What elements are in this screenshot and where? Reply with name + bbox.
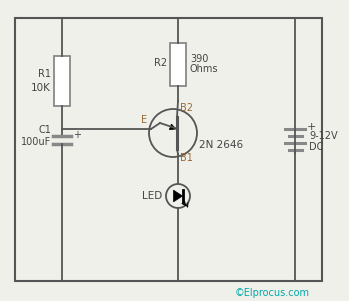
Text: R2: R2: [154, 57, 167, 67]
Text: DC: DC: [309, 141, 324, 151]
Text: B2: B2: [180, 103, 193, 113]
Text: 390: 390: [190, 54, 208, 64]
Bar: [54, 56, 70, 106]
Text: C1: C1: [38, 125, 51, 135]
Text: +: +: [73, 130, 81, 140]
Polygon shape: [169, 124, 176, 130]
Polygon shape: [173, 190, 183, 202]
Text: 100uF: 100uF: [21, 137, 51, 147]
Text: R1: R1: [38, 69, 51, 79]
Text: 9-12V: 9-12V: [309, 131, 337, 141]
Bar: [15, 18, 322, 281]
Text: ©Elprocus.com: ©Elprocus.com: [235, 288, 310, 298]
Text: 10K: 10K: [31, 83, 51, 93]
Text: +: +: [307, 122, 317, 132]
Text: 2N 2646: 2N 2646: [199, 140, 243, 150]
Text: E: E: [141, 115, 147, 125]
Text: Ohms: Ohms: [190, 64, 218, 75]
Text: LED: LED: [142, 191, 162, 201]
Text: B1: B1: [180, 153, 193, 163]
Bar: [170, 43, 186, 86]
